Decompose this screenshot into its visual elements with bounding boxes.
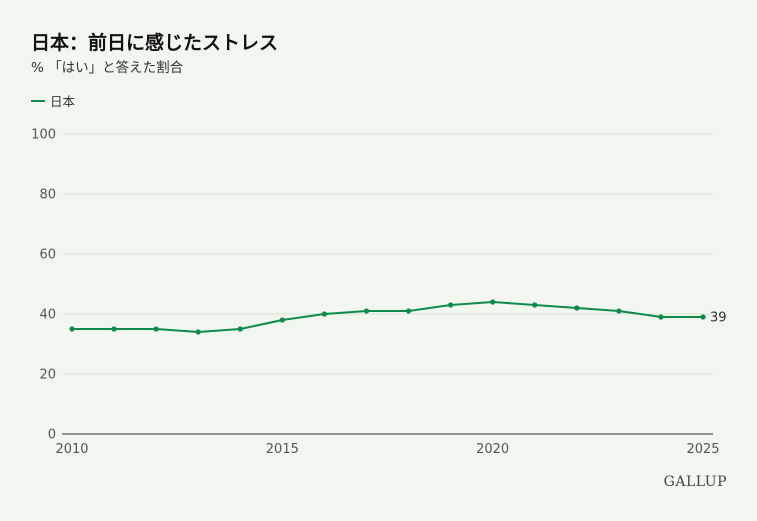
chart-subtitle: % 「はい」と答えた割合 [31,60,184,76]
x-tick-label: 2010 [55,442,88,457]
y-tick-label: 20 [39,368,56,383]
data-point [153,326,159,332]
data-point [616,308,622,314]
x-axis-ticks: 2010 2015 2020 2025 [55,442,719,457]
x-tick-label: 2015 [266,442,299,457]
data-point [279,317,285,323]
data-point [448,302,454,308]
data-point [363,308,370,314]
data-point [532,302,538,308]
gallup-logo: GALLUP [663,474,727,490]
legend: 日本 [31,91,75,110]
data-point [321,311,327,317]
y-tick-label: 60 [39,248,56,263]
legend-swatch [31,99,45,102]
y-tick-label: 80 [39,188,56,203]
series-line [72,301,703,333]
data-point [700,314,706,320]
data-point [195,329,201,335]
grid-lines [62,133,713,435]
data-point [574,305,580,311]
end-value-label: 39 [710,311,727,326]
x-tick-label: 2020 [476,442,509,457]
data-point [405,308,412,314]
chart-title: 日本：前日に感じたストレス [31,32,279,54]
legend-label: 日本 [50,94,76,109]
data-point [237,326,243,332]
data-point [111,326,117,332]
y-tick-label: 100 [31,128,56,143]
series-group: 39 [69,299,727,335]
y-tick-label: 40 [39,308,56,323]
y-axis-ticks: 0 20 40 60 80 100 [31,128,56,443]
x-tick-label: 2025 [686,442,719,457]
data-point [490,299,496,305]
data-point [69,326,75,332]
y-tick-label: 0 [48,428,56,443]
data-point [658,314,664,320]
